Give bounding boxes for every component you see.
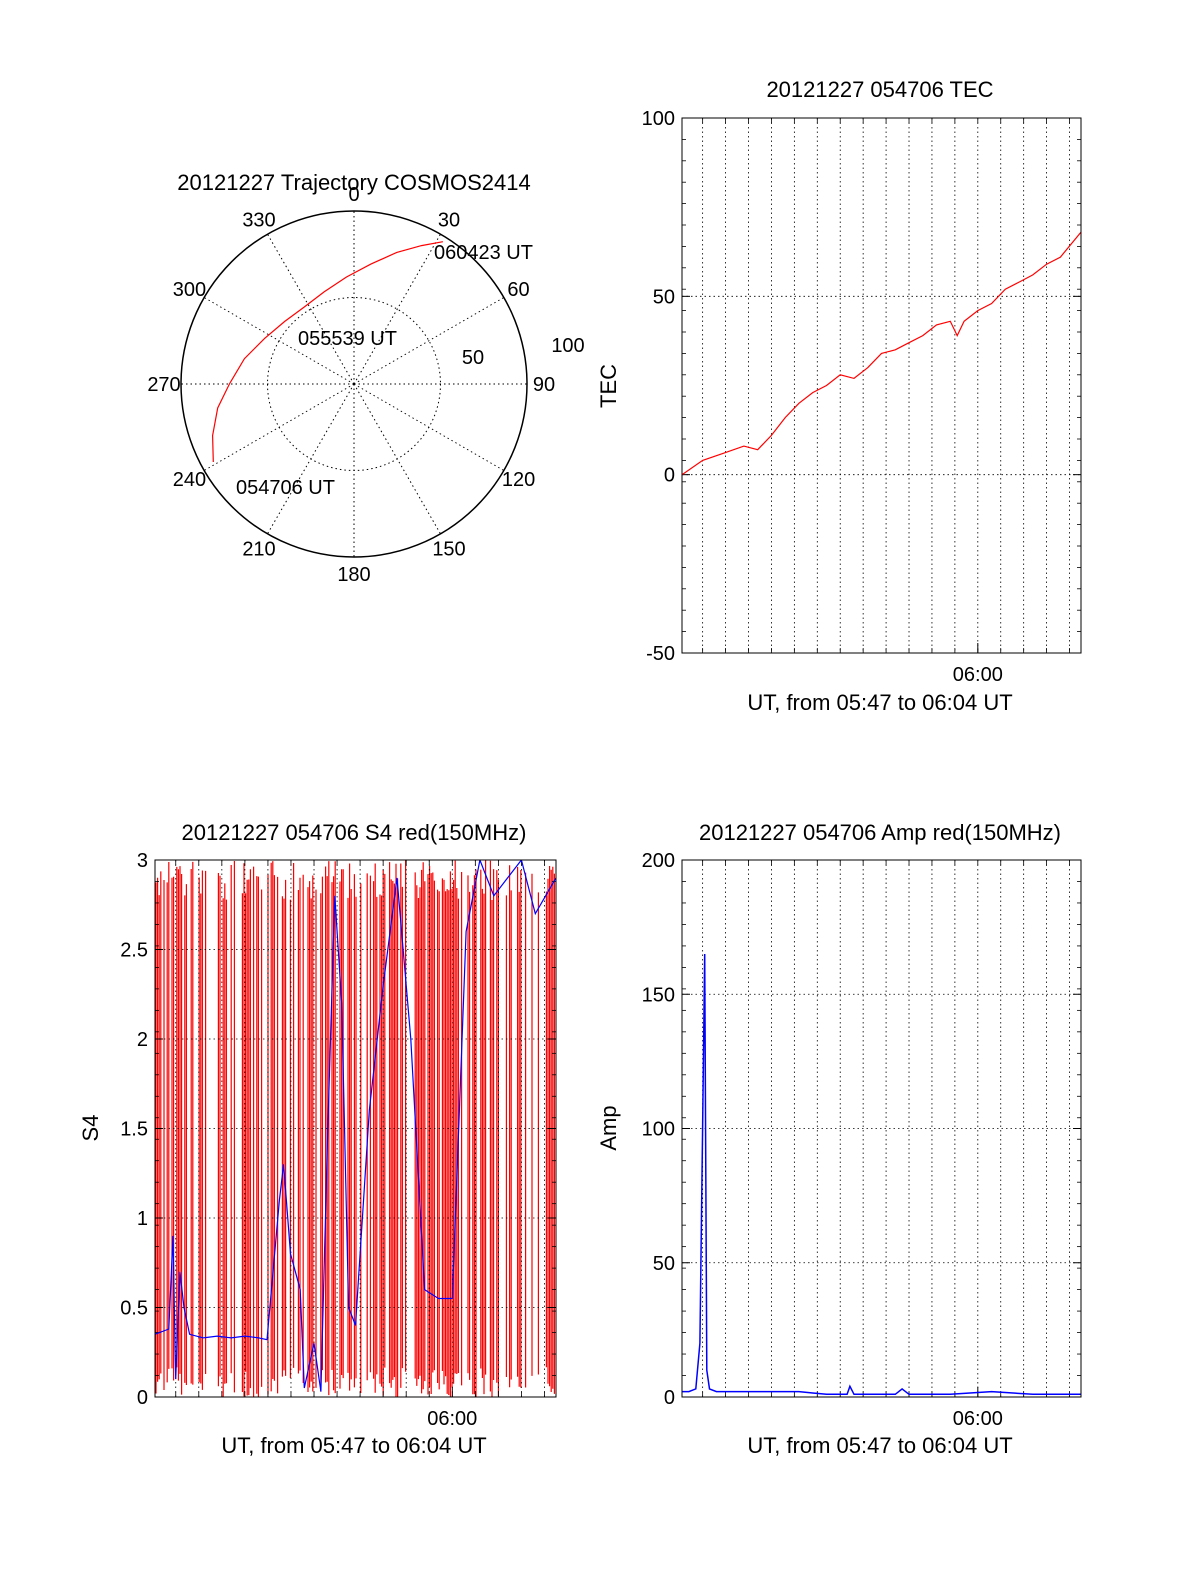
amp-series-line — [682, 953, 1081, 1396]
s4-red-series — [155, 860, 556, 1397]
y-tick-label: 150 — [642, 984, 675, 1006]
trajectory-panel: 20121227 Trajectory COSMOS2414 0 30 60 90 12… — [147, 170, 584, 586]
polar-azimuth-label: 120 — [502, 469, 535, 491]
polar-azimuth-label: 90 — [533, 374, 555, 396]
y-tick-label: 2 — [137, 1029, 148, 1051]
tec-plot-frame — [681, 117, 1082, 654]
s4-y-axis-label: S4 — [78, 1115, 103, 1142]
y-tick-label: 0 — [137, 1387, 148, 1409]
y-tick-label: 0 — [664, 465, 675, 487]
y-tick-label: 0 — [664, 1387, 675, 1409]
s4-plot-frame — [154, 859, 557, 1398]
polar-azimuth-label: 300 — [173, 279, 206, 301]
y-tick-label: 50 — [653, 1253, 675, 1275]
amp-plot-frame — [681, 859, 1082, 1398]
amp-panel: 20121227 054706 Amp red(150MHz) 0 50 100 15… — [596, 820, 1082, 1458]
tec-tick-marks — [682, 117, 1081, 654]
tec-y-tick-labels: -50 0 50 100 — [642, 108, 675, 665]
polar-spoke — [353, 233, 441, 385]
amp-x-axis-label: UT, from 05:47 to 06:04 UT — [747, 1433, 1012, 1458]
s4-tick-marks — [155, 859, 556, 1398]
s4-y-tick-labels: 0 0.5 1 1.5 2 2.5 3 — [120, 850, 148, 1409]
tec-title: 20121227 054706 TEC — [766, 77, 993, 102]
polar-spoke — [203, 297, 355, 385]
polar-azimuth-label: 0 — [348, 184, 359, 206]
trajectory-label-start: 054706 UT — [236, 477, 335, 499]
y-tick-label: -50 — [646, 643, 675, 665]
polar-azimuth-label: 330 — [242, 209, 275, 231]
s4-blue-series-line — [155, 860, 556, 1392]
s4-panel: 20121227 054706 S4 red(150MHz) 0 0.5 1 1.5 2… — [78, 820, 557, 1458]
y-tick-label: 100 — [642, 108, 675, 130]
polar-azimuth-label: 180 — [337, 564, 370, 586]
amp-title: 20121227 054706 Amp red(150MHz) — [699, 820, 1061, 845]
s4-x-tick-labels: 06:00 — [427, 1408, 477, 1430]
polar-azimuth-labels: 0 30 60 90 120 150 180 210 240 270 300 330 — [147, 184, 555, 586]
trajectory-label-end: 060423 UT — [434, 242, 533, 264]
polar-spoke — [267, 383, 355, 535]
polar-azimuth-label: 30 — [438, 209, 460, 231]
polar-azimuth-label: 240 — [173, 469, 206, 491]
tec-x-axis-label: UT, from 05:47 to 06:04 UT — [747, 690, 1012, 715]
x-tick-label: 06:00 — [953, 1408, 1003, 1430]
polar-spoke — [267, 233, 355, 385]
polar-azimuth-label: 150 — [432, 539, 465, 561]
tec-series-line — [681, 231, 1082, 476]
polar-radius-label-100: 100 — [551, 335, 584, 357]
y-tick-label: 50 — [653, 286, 675, 308]
y-tick-label: 3 — [137, 850, 148, 872]
polar-spoke — [203, 383, 355, 471]
polar-azimuth-label: 60 — [507, 279, 529, 301]
y-tick-label: 1.5 — [120, 1119, 148, 1141]
y-tick-label: 100 — [642, 1119, 675, 1141]
polar-radius-label-50: 50 — [462, 347, 484, 369]
polar-outer-circle — [180, 210, 528, 558]
y-tick-label: 1 — [137, 1208, 148, 1230]
polar-spoke — [353, 383, 505, 471]
amp-grid — [682, 860, 1081, 1397]
trajectory-label-mid: 055539 UT — [298, 328, 397, 350]
tec-y-axis-label: TEC — [596, 364, 621, 408]
tec-grid — [682, 118, 1081, 653]
x-tick-label: 06:00 — [953, 664, 1003, 686]
polar-spoke — [353, 383, 441, 535]
amp-x-tick-labels: 06:00 — [953, 1408, 1003, 1430]
polar-azimuth-label: 270 — [147, 374, 180, 396]
s4-title: 20121227 054706 S4 red(150MHz) — [182, 820, 527, 845]
polar-azimuth-label: 210 — [242, 539, 275, 561]
y-tick-label: 0.5 — [120, 1298, 148, 1320]
polar-spoke — [353, 297, 505, 385]
y-tick-label: 200 — [642, 850, 675, 872]
trajectory-series-line — [211, 241, 444, 463]
tec-x-tick-labels: 06:00 — [953, 664, 1003, 686]
amp-y-tick-labels: 0 50 100 150 200 — [642, 850, 675, 1409]
y-tick-label: 2.5 — [120, 940, 148, 962]
x-tick-label: 06:00 — [427, 1408, 477, 1430]
s4-x-axis-label: UT, from 05:47 to 06:04 UT — [221, 1433, 486, 1458]
polar-grid — [180, 210, 528, 558]
s4-grid — [155, 860, 556, 1397]
amp-y-axis-label: Amp — [596, 1105, 621, 1150]
trajectory-title: 20121227 Trajectory COSMOS2414 — [177, 170, 530, 195]
